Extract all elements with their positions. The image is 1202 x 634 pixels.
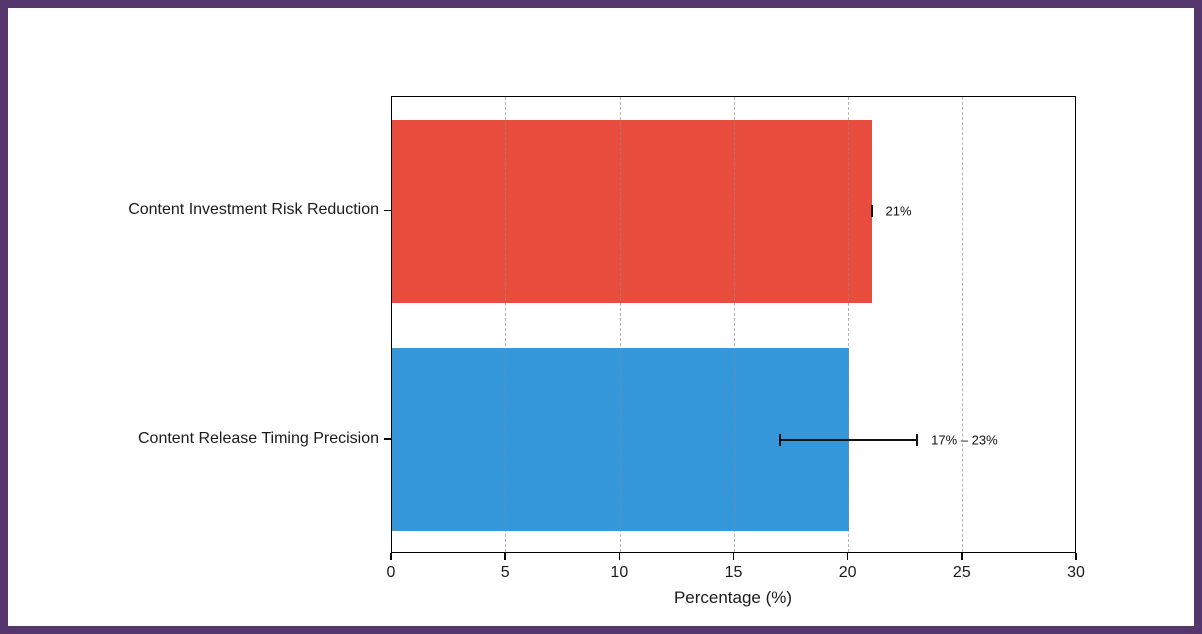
gridline [619,97,621,552]
error-bar-cap [779,433,782,446]
x-tick-label: 5 [500,564,510,581]
annotation-label: 17% – 23% [931,432,998,448]
plot-area: 21% 17% – 23% [391,96,1076,553]
x-axis-tick [618,553,621,560]
category-label: Content Investment Risk Reduction [128,201,379,219]
x-axis-tick [961,553,963,560]
annotation-label: 21% [885,203,912,219]
error-bar [780,438,918,441]
x-tick-label: 15 [724,564,743,581]
bar-chart: 21% 17% – 23% Percentage (%) Content Inve… [8,8,1194,626]
gridline [733,97,735,552]
x-axis-tick [846,553,849,560]
x-axis-tick [1075,553,1077,560]
x-axis-tick [504,553,506,560]
category-label: Content Release Timing Precision [137,429,379,447]
x-axis-tick [390,553,392,560]
x-tick-label: 0 [386,564,396,581]
gridline [505,97,507,552]
x-axis-title: Percentage (%) [673,588,793,607]
x-tick-label: 10 [610,564,629,581]
y-axis-tick [384,438,391,440]
x-tick-label: 20 [838,564,857,581]
y-axis-tick [384,209,391,211]
x-tick-label: 30 [1067,564,1085,581]
gridline [962,97,964,552]
gridline [847,97,849,552]
bar [392,119,872,303]
error-bar-cap [870,205,873,218]
error-bar-cap [916,433,919,446]
x-tick-label: 25 [952,564,971,581]
x-axis-tick [732,553,735,560]
